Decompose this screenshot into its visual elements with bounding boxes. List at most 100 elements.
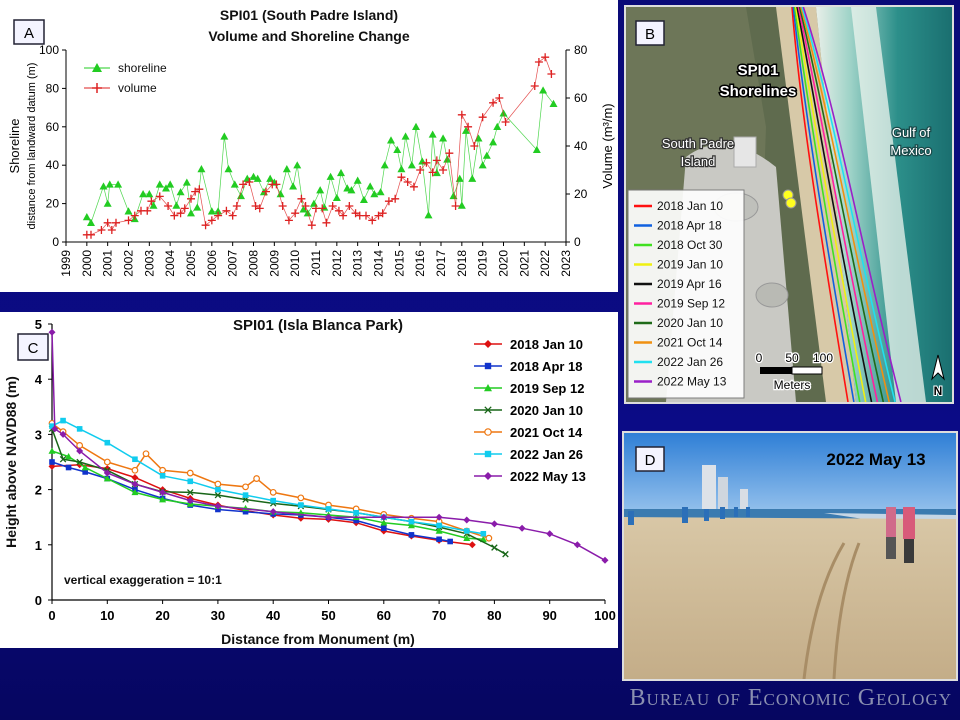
chart-a-point-volume [232,202,241,210]
chart-a-line-volume [86,56,552,236]
panel-a-letter-box [13,19,45,45]
chart-a-point-shoreline [393,145,402,154]
chart-a-xtick-label: 2007 [226,250,240,277]
chart-c-ytick-label: 4 [35,372,43,387]
chart-a-point-volume [501,118,510,126]
chart-c-legend-label-3: 2020 Jan 10 [510,403,583,418]
chart-a-point-shoreline [428,130,437,138]
chart-c-title: SPI01 (Isla Blanca Park) [233,317,403,334]
chart-a-point-shoreline [172,201,181,209]
chart-a-point-volume [301,202,310,210]
chart-a-point-shoreline [439,134,448,142]
chart-a-ytick-left-label: 0 [52,235,59,249]
scale-tick-100: 100 [813,351,833,365]
chart-c-point-2 [159,496,167,503]
chart-a-point-volume [112,218,120,227]
panel-b-letter-box [635,20,665,46]
chart-a-point-shoreline [182,178,191,186]
chart-a-point-volume [147,197,156,206]
chart-a-point-volume [384,197,393,206]
chart-a-xtick-label: 2000 [80,250,94,277]
chart-c-point-6 [214,502,222,510]
chart-a-point-volume [464,122,473,131]
chart-c-point-6 [573,541,581,549]
chart-a-point-shoreline [407,161,416,169]
chart-a-point-volume [251,202,260,210]
chart-a-point-volume [428,168,437,177]
chart-a-point-shoreline [299,205,308,213]
legend-shoreline-marker [92,63,102,72]
chart-a-point-shoreline [316,186,325,194]
chart-a-ylabel-right: Volume (m³/m) [600,103,615,188]
chart-c-legend-marker-4 [484,428,492,436]
chart-c-point-3 [59,455,67,463]
map-legend-label-0: 2018 Jan 10 [657,199,723,213]
chart-c-xtick-label: 70 [432,608,446,623]
chart-a-point-shoreline [424,211,433,219]
chart-a-point-shoreline [432,168,441,177]
chart-a-ylabel-left: Shoreline [7,119,22,174]
chart-a-point-shoreline [478,161,487,169]
chart-a-point-volume [470,142,479,150]
chart-c-ytick-label: 5 [35,317,42,332]
chart-c-point-0 [131,473,139,481]
chart-a-ytick-left-label: 40 [46,158,60,172]
chart-a-point-volume [403,178,412,186]
chart-a-point-shoreline [376,188,385,196]
chart-a-point-shoreline [401,132,410,140]
legend-shoreline-label: shoreline [118,61,167,75]
chart-a-point-volume [170,211,179,220]
map-legend-label-9: 2022 May 13 [657,375,727,389]
chart-c-point-1 [82,469,88,475]
photo-building [740,489,748,519]
chart-a-point-shoreline [220,132,229,140]
chart-c-point-5 [132,456,138,463]
chart-a-xtick-label: 2006 [205,250,219,277]
chart-a-point-shoreline [124,207,133,215]
chart-a-point-volume [368,216,377,225]
chart-c-point-6 [490,520,498,528]
chart-c-point-5 [480,530,487,537]
chart-a-xtick-label: 2005 [184,250,198,277]
chart-c-point-5 [76,426,83,432]
chart-c-point-4 [103,458,111,466]
chart-a-point-shoreline [359,195,368,203]
map-shoreline-4 [796,7,873,402]
map-legend-label-3: 2019 Jan 10 [657,258,723,272]
chart-c-point-4 [297,494,305,502]
chart-c-point-4 [485,534,493,542]
map-legend-label-7: 2021 Oct 14 [657,336,723,350]
panel-c-letter: C [28,340,39,357]
chart-a-point-volume [318,204,327,213]
chart-a-point-volume [164,202,173,210]
chart-c-legend-marker-3 [484,406,492,414]
chart-c-point-5 [353,509,359,516]
chart-c-point-5 [408,518,415,525]
scale-unit: Meters [774,378,811,392]
chart-c-point-1 [436,536,442,543]
chart-c-point-2 [131,488,139,496]
chart-c-point-6 [463,516,471,524]
chart-a-point-volume [345,202,354,210]
chart-c-point-2 [65,452,73,460]
map-shoreline-1 [792,7,855,402]
chart-c-point-6 [380,513,388,521]
chart-a-point-volume [201,221,210,230]
chart-a-point-volume [432,156,441,165]
map-label-gulf-of: Gulf of [892,125,931,140]
chart-a-xtick-label: 1999 [59,250,73,277]
chart-c-point-5 [325,506,332,512]
chart-c-legend-label-5: 2022 Jan 26 [510,447,583,462]
chart-a-point-volume [130,211,139,220]
chart-a-point-shoreline [103,199,112,207]
chart-a-point-shoreline [193,203,202,211]
chart-a-point-volume [339,211,348,220]
chart-a-point-shoreline [309,199,318,207]
chart-a-point-shoreline [99,182,108,190]
chart-c-point-4 [76,442,84,449]
chart-a-xtick-label: 2012 [330,250,344,277]
chart-a-point-volume [397,173,406,182]
chart-a-point-volume [547,70,556,78]
chart-c-point-1 [447,538,453,545]
